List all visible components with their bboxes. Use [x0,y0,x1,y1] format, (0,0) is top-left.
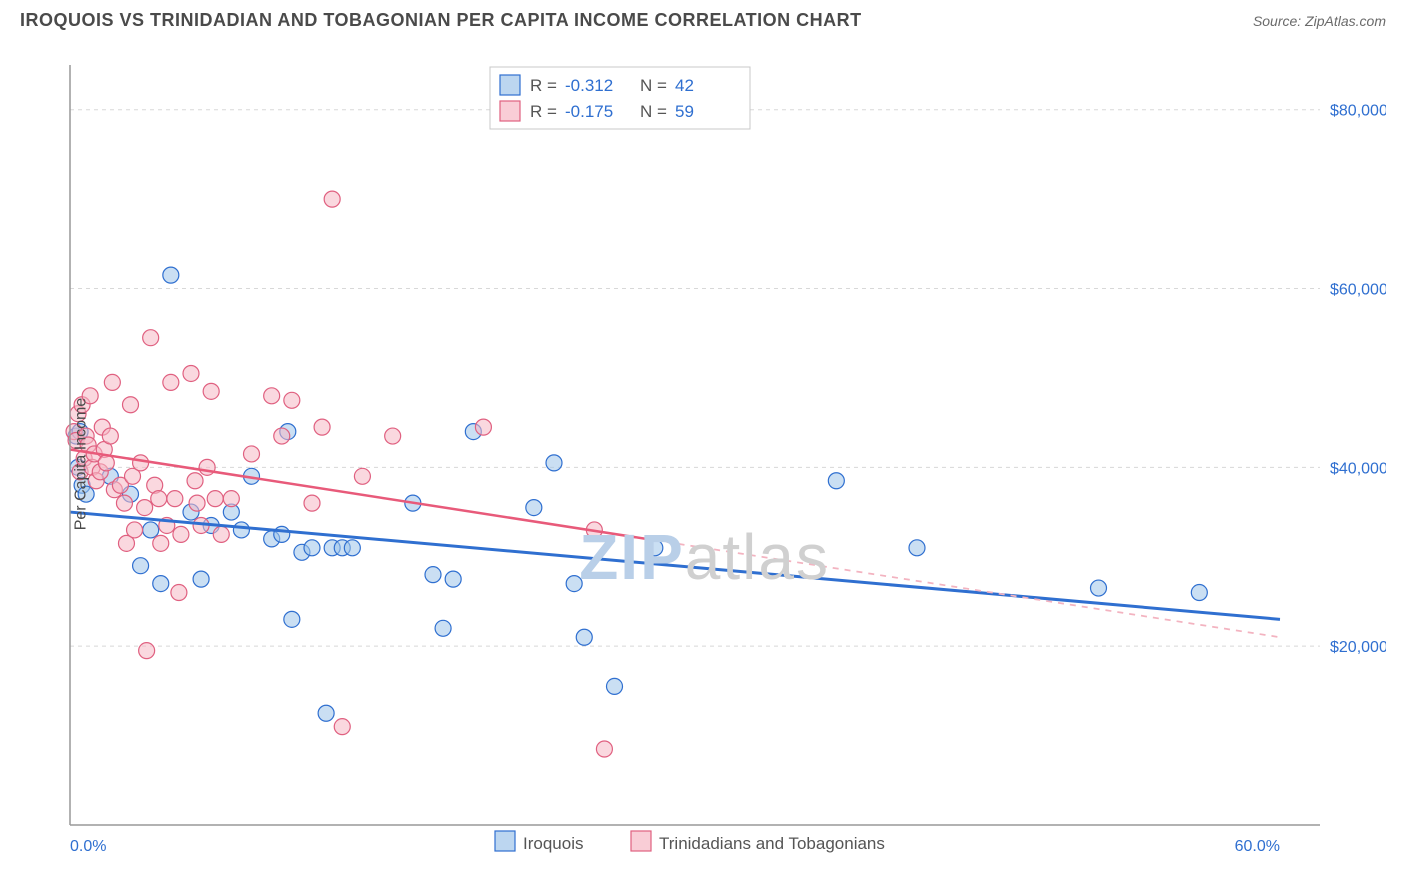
chart-source: Source: ZipAtlas.com [1253,13,1386,29]
svg-text:59: 59 [675,102,694,121]
svg-text:0.0%: 0.0% [70,838,106,855]
svg-text:-0.312: -0.312 [565,76,613,95]
svg-text:N =: N = [640,102,667,121]
svg-text:Trinidadians and Tobagonians: Trinidadians and Tobagonians [659,834,885,853]
chart-area: Per Capita Income $20,000$40,000$60,000$… [20,45,1386,882]
chart-header: IROQUOIS VS TRINIDADIAN AND TOBAGONIAN P… [0,0,1406,31]
svg-text:-0.175: -0.175 [565,102,613,121]
svg-text:60.0%: 60.0% [1235,838,1280,855]
svg-text:N =: N = [640,76,667,95]
svg-text:$80,000: $80,000 [1330,103,1386,120]
svg-text:$60,000: $60,000 [1330,282,1386,299]
scatter-chart: $20,000 $40,000 $60,000 $80,000 0.0% 60.0% R =… [20,45,1386,882]
svg-text:$40,000: $40,000 [1330,460,1386,477]
svg-text:R =: R = [530,102,557,121]
chart-title: IROQUOIS VS TRINIDADIAN AND TOBAGONIAN P… [20,10,862,31]
svg-text:Iroquois: Iroquois [523,834,583,853]
svg-text:42: 42 [675,76,694,95]
y-axis-label: Per Capita Income [72,397,90,530]
svg-text:R =: R = [530,76,557,95]
svg-text:$20,000: $20,000 [1330,639,1386,656]
